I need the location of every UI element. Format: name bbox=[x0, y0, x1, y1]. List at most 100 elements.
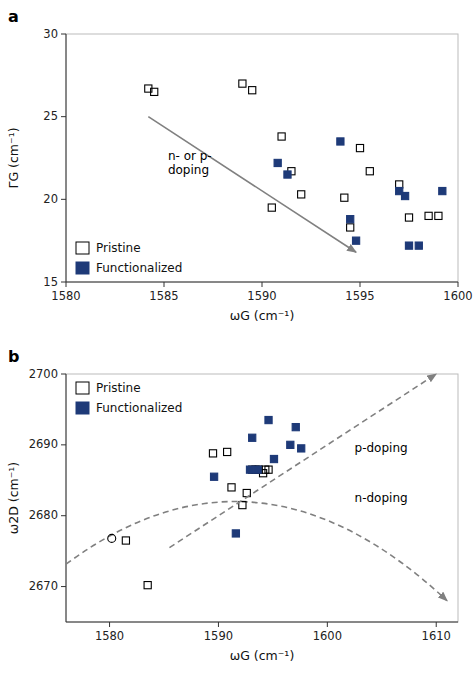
x-tick bbox=[218, 622, 219, 627]
y-axis-label: ω2D (cm⁻¹) bbox=[6, 462, 21, 534]
point bbox=[287, 441, 294, 448]
y-axis-label: ΓG (cm⁻¹) bbox=[6, 127, 21, 188]
point bbox=[401, 192, 408, 199]
y-tick bbox=[61, 444, 66, 445]
panel-label: b bbox=[8, 347, 19, 366]
point bbox=[232, 530, 239, 537]
arrow bbox=[148, 117, 356, 253]
point bbox=[254, 466, 261, 473]
x-tick bbox=[360, 282, 361, 287]
x-axis-label: ωG (cm⁻¹) bbox=[230, 648, 295, 663]
legend-swatch bbox=[76, 242, 89, 254]
point bbox=[249, 87, 256, 94]
point bbox=[246, 466, 253, 473]
guide-line bbox=[169, 374, 436, 548]
point bbox=[347, 216, 354, 223]
y-tick bbox=[61, 34, 66, 35]
point bbox=[122, 537, 129, 544]
point bbox=[278, 133, 285, 140]
x-tick-label: 1580 bbox=[51, 289, 80, 303]
x-tick-label: 1585 bbox=[149, 289, 178, 303]
point bbox=[268, 204, 275, 211]
legend-swatch bbox=[76, 382, 89, 394]
x-axis-line bbox=[66, 622, 458, 623]
x-tick-label: 1590 bbox=[247, 289, 276, 303]
point bbox=[347, 224, 354, 231]
annotation: n- or p-doping bbox=[168, 148, 212, 176]
y-tick-label: 30 bbox=[43, 27, 58, 41]
x-tick-label: 1580 bbox=[95, 629, 124, 643]
point bbox=[405, 242, 412, 249]
point bbox=[405, 214, 412, 221]
y-tick-label: 25 bbox=[43, 109, 58, 123]
x-tick-label: 1600 bbox=[313, 629, 342, 643]
y-tick-label: 2680 bbox=[29, 508, 58, 522]
point bbox=[298, 191, 305, 198]
guide-line bbox=[66, 502, 447, 601]
legend-label: Functionalized bbox=[96, 261, 182, 275]
x-tick bbox=[262, 282, 263, 287]
legend: Pristine Functionalized bbox=[76, 381, 182, 415]
x-tick bbox=[66, 282, 67, 287]
y-tick-label: 2700 bbox=[29, 367, 58, 381]
x-tick-label: 1600 bbox=[443, 289, 472, 303]
point bbox=[210, 473, 217, 480]
point bbox=[356, 144, 363, 151]
legend-label: Pristine bbox=[96, 381, 141, 395]
point bbox=[270, 455, 277, 462]
point bbox=[151, 88, 158, 95]
point bbox=[425, 212, 432, 219]
x-tick-label: 1595 bbox=[345, 289, 374, 303]
annotation: p-doping bbox=[355, 441, 408, 455]
point bbox=[352, 237, 359, 244]
panel: 1580 1585 1590 1595 1600 15 20 25 30 ωG (cm⁻¹) ΓG … bbox=[6, 7, 473, 323]
point bbox=[366, 168, 373, 175]
x-tick-label: 1610 bbox=[422, 629, 451, 643]
legend-label: Functionalized bbox=[96, 401, 182, 415]
point bbox=[265, 466, 272, 473]
panel-label: a bbox=[8, 7, 19, 26]
x-tick-label: 1590 bbox=[204, 629, 233, 643]
y-tick bbox=[61, 116, 66, 117]
point bbox=[249, 434, 256, 441]
point bbox=[439, 187, 446, 194]
x-axis-label: ωG (cm⁻¹) bbox=[230, 308, 295, 323]
legend: Pristine Functionalized bbox=[76, 241, 182, 275]
y-axis-line bbox=[66, 34, 67, 282]
y-tick-label: 2690 bbox=[29, 437, 58, 451]
point bbox=[337, 138, 344, 145]
point bbox=[209, 450, 216, 457]
legend-swatch bbox=[76, 402, 89, 414]
plot-frame bbox=[66, 34, 458, 282]
legend-label: Pristine bbox=[96, 241, 141, 255]
plot-area bbox=[145, 80, 446, 252]
x-tick bbox=[458, 282, 459, 287]
point bbox=[341, 194, 348, 201]
point bbox=[292, 424, 299, 431]
point bbox=[298, 445, 305, 452]
panel: 1580 1590 1600 1610 2670 2680 2690 2700 ωG (cm⁻¹… bbox=[6, 347, 459, 663]
x-tick bbox=[164, 282, 165, 287]
point bbox=[415, 242, 422, 249]
point bbox=[274, 159, 281, 166]
y-tick bbox=[61, 282, 66, 283]
x-tick bbox=[109, 622, 110, 627]
y-tick-label: 2670 bbox=[29, 579, 58, 593]
point bbox=[239, 80, 246, 87]
y-tick-label: 20 bbox=[43, 192, 58, 206]
y-tick bbox=[61, 586, 66, 587]
legend-swatch bbox=[76, 262, 89, 274]
plot-area bbox=[66, 416, 447, 600]
point bbox=[228, 484, 235, 491]
y-tick-label: 15 bbox=[43, 275, 58, 289]
plot-frame bbox=[66, 374, 458, 622]
point bbox=[284, 171, 291, 178]
y-tick bbox=[61, 515, 66, 516]
y-tick bbox=[61, 199, 66, 200]
point bbox=[224, 448, 231, 455]
annotation: n-doping bbox=[355, 491, 408, 505]
point bbox=[108, 534, 116, 542]
point bbox=[435, 212, 442, 219]
point bbox=[144, 582, 151, 589]
y-tick bbox=[61, 374, 66, 375]
